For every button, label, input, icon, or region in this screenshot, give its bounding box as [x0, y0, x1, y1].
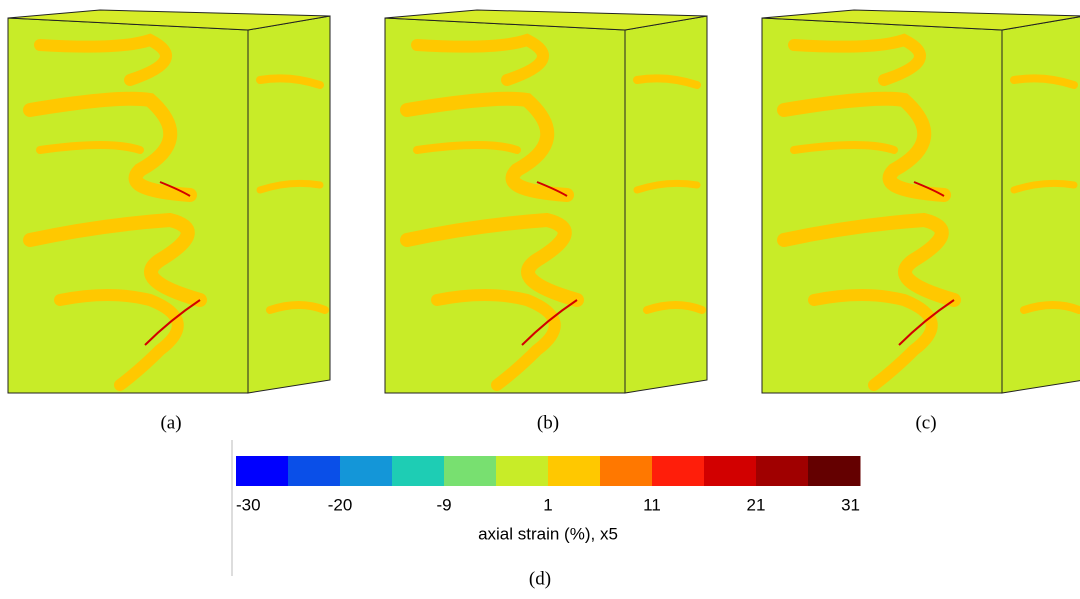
- color-cell: [548, 456, 601, 486]
- strain-field-c: [762, 10, 1080, 393]
- colorbar: -30 -20 -9 1 11 21 31: [236, 456, 861, 514]
- panel-label: (b): [537, 412, 559, 433]
- color-cell: [236, 456, 289, 486]
- colorbar-tick-label: 1: [543, 495, 552, 514]
- color-cell: [392, 456, 445, 486]
- panel-label: (c): [915, 412, 936, 433]
- color-cell: [600, 456, 653, 486]
- colorbar-title: axial strain (%), x5: [478, 524, 618, 543]
- colorbar-tick-label: -30: [236, 495, 261, 514]
- colorbar-tick-label: 21: [747, 495, 766, 514]
- strain-field-a: [8, 10, 330, 393]
- color-cell: [704, 456, 757, 486]
- color-cell: [808, 456, 861, 486]
- color-cell: [496, 456, 549, 486]
- color-cell: [288, 456, 341, 486]
- colorbar-tick-label: 31: [841, 495, 860, 514]
- colorbar-tick-label: -9: [436, 495, 451, 514]
- strain-field-b: [385, 10, 707, 393]
- panel-label: (d): [529, 568, 551, 589]
- panel-label: (a): [160, 412, 181, 433]
- color-cell: [340, 456, 393, 486]
- colorbar-tick-label: 11: [643, 495, 661, 514]
- color-cell: [444, 456, 497, 486]
- color-cell: [652, 456, 705, 486]
- colorbar-tick-label: -20: [328, 495, 353, 514]
- color-cell: [756, 456, 809, 486]
